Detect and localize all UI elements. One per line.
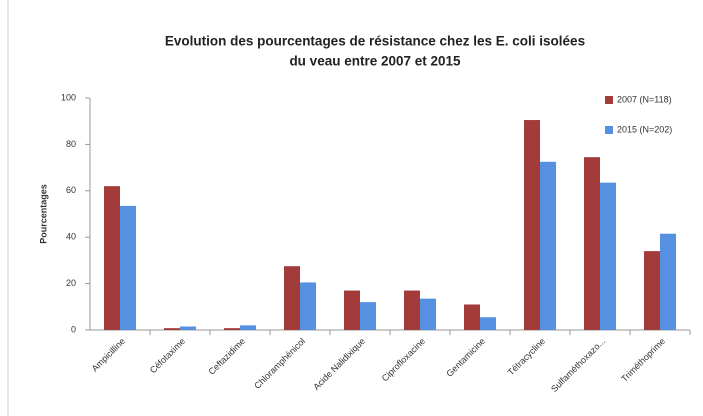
- bar: [164, 328, 180, 330]
- bar: [464, 304, 480, 330]
- y-tick-label: 60: [66, 185, 76, 195]
- y-axis-label: Pourcentages: [38, 184, 48, 244]
- bar: [420, 298, 436, 330]
- bar: [300, 282, 316, 330]
- bar: [180, 326, 196, 330]
- bar: [240, 325, 256, 330]
- legend-label: 2007 (N=118): [617, 94, 672, 104]
- x-tick-label: Acide Nalidixique: [311, 336, 367, 392]
- y-tick-label: 0: [71, 324, 76, 334]
- bar: [584, 157, 600, 330]
- x-tick-label: Chloramphénicol: [252, 336, 307, 391]
- bar: [224, 328, 240, 330]
- bar: [284, 266, 300, 330]
- bar: [600, 182, 616, 330]
- bar: [344, 290, 360, 330]
- x-tick-label: Ceftazidime: [206, 336, 247, 377]
- bar: [404, 290, 420, 330]
- chart-title: du veau entre 2007 et 2015: [289, 54, 461, 69]
- x-tick-label: Ciprofloxacine: [380, 336, 427, 383]
- x-tick-label: Ampicilline: [90, 336, 127, 373]
- legend-swatch: [605, 96, 613, 104]
- bar: [104, 186, 120, 330]
- bar: [120, 205, 136, 330]
- legend-swatch: [605, 126, 613, 134]
- y-tick-label: 20: [66, 278, 76, 288]
- y-tick-label: 100: [61, 92, 76, 102]
- bar: [540, 161, 556, 330]
- legend-label: 2015 (N=202): [617, 124, 672, 134]
- bar: [360, 302, 376, 330]
- y-tick-label: 40: [66, 232, 76, 242]
- y-tick-label: 80: [66, 139, 76, 149]
- bar: [480, 317, 496, 330]
- bar: [524, 120, 540, 330]
- x-tick-label: Tétracycline: [506, 336, 547, 377]
- x-tick-label: Triméthoprime: [619, 336, 667, 384]
- bar: [660, 233, 676, 330]
- x-tick-label: Gentamicine: [444, 336, 487, 379]
- chart-title: Evolution des pourcentages de résistance…: [165, 34, 585, 49]
- x-tick-label: Sulfaméthoxazo...: [549, 336, 607, 394]
- bar: [644, 251, 660, 330]
- x-tick-label: Céfotaxime: [148, 336, 187, 375]
